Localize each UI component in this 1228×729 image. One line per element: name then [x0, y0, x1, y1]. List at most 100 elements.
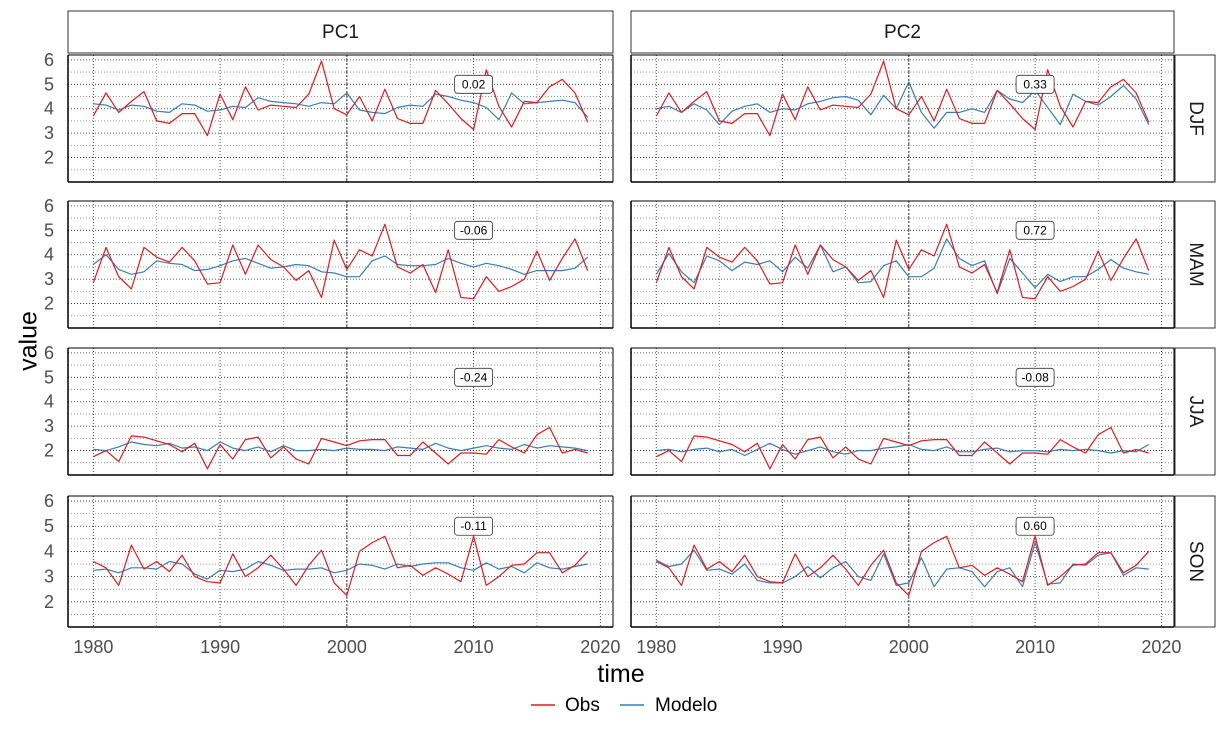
strip-pc1-bg — [67, 10, 614, 54]
y-tick-label: 5 — [44, 220, 54, 240]
y-tick-label: 6 — [44, 491, 54, 511]
strip-son-bg — [1174, 495, 1216, 628]
series-modelo-line — [92, 254, 589, 278]
panel-pc1-mam: -0.06 — [67, 200, 614, 329]
x-tick-label: 1990 — [200, 637, 240, 657]
strip-jja-bg — [1174, 347, 1216, 476]
y-tick-label: 6 — [44, 196, 54, 216]
panel-pc2-djf: 0.33 — [630, 54, 1175, 183]
correlation-label: 0.72 — [1023, 223, 1047, 237]
strip-pc1-label: PC1 — [322, 22, 359, 43]
strip-mam-label: MAM — [1185, 242, 1206, 286]
correlation-label: -0.24 — [460, 370, 488, 384]
y-axis-ticks: 2 3 4 5 6 2 3 4 5 6 2 3 4 5 6 2 3 4 5 6 — [44, 50, 54, 612]
panel-background — [68, 348, 613, 475]
correlation-label-box — [1015, 74, 1055, 94]
x-tick-label: 2020 — [1141, 637, 1181, 657]
series-obs-line — [93, 535, 589, 597]
x-tick-label: 2000 — [327, 637, 367, 657]
series-modelo-line — [93, 92, 589, 121]
x-tick-label: 2010 — [1015, 637, 1055, 657]
correlation-label: 0.33 — [1023, 77, 1047, 91]
y-tick-label: 3 — [44, 123, 54, 143]
y-tick-label: 2 — [44, 441, 54, 461]
y-tick-label: 3 — [44, 567, 54, 587]
y-tick-label: 4 — [44, 541, 54, 561]
strip-djf-label: DJF — [1185, 101, 1206, 136]
series-obs-line — [655, 223, 1150, 300]
correlation-label-box — [454, 220, 493, 240]
series-obs-line — [656, 426, 1149, 470]
x-tick-label: 2000 — [889, 637, 929, 657]
y-tick-label: 3 — [44, 416, 54, 436]
strip-son-label: SON — [1185, 541, 1206, 582]
panel-pc2-jja: -0.08 — [630, 347, 1175, 476]
correlation-label: 0.60 — [1023, 519, 1047, 533]
column-strips: PC1 PC2 — [67, 10, 1175, 54]
strip-pc2-label: PC2 — [884, 22, 921, 43]
y-tick-label: 2 — [44, 294, 54, 314]
series-modelo-line — [655, 238, 1149, 295]
strip-djf-bg — [1174, 54, 1216, 183]
y-tick-label: 4 — [44, 99, 54, 119]
strip-jja-label: JJA — [1185, 396, 1206, 428]
panel-background — [68, 55, 613, 182]
facet-panels: 0.02 0.33 -0.06 0.72 -0.24 -0.08 -0.11 0.60 — [67, 54, 1175, 628]
series-modelo-line — [656, 442, 1150, 457]
panel-pc2-son: 0.60 — [630, 495, 1175, 628]
series-obs-line — [92, 60, 589, 137]
correlation-label: 0.02 — [462, 77, 486, 91]
x-tick-label: 2020 — [580, 637, 620, 657]
x-axis-title: time — [597, 660, 644, 688]
correlation-label: -0.11 — [460, 519, 487, 533]
panel-pc2-mam: 0.72 — [630, 200, 1175, 329]
panel-pc1-son: -0.11 — [67, 495, 614, 628]
panel-background — [631, 496, 1174, 627]
y-tick-label: 4 — [44, 245, 54, 265]
y-tick-label: 6 — [44, 343, 54, 363]
legend-modelo-label: Modelo — [655, 695, 717, 716]
y-tick-label: 5 — [44, 516, 54, 536]
x-tick-label: 2010 — [454, 637, 494, 657]
y-tick-label: 4 — [44, 392, 54, 412]
x-tick-label: 1990 — [763, 637, 803, 657]
panel-pc1-jja: -0.24 — [67, 347, 614, 476]
series-obs-line — [655, 60, 1150, 137]
x-axis-ticks: 1980 1990 2000 2010 2020 1980 1990 2000 2010 2020 — [73, 637, 1181, 657]
correlation-label: -0.08 — [1021, 370, 1049, 384]
series-obs-line — [92, 223, 589, 300]
series-modelo-line — [656, 81, 1150, 129]
panel-pc1-djf: 0.02 — [67, 54, 614, 183]
panel-background — [68, 201, 613, 328]
legend: Obs Modelo — [531, 695, 717, 716]
row-strips: DJF MAM JJA SON — [1174, 54, 1216, 628]
y-tick-label: 5 — [44, 74, 54, 94]
correlation-label-box — [1015, 516, 1055, 536]
panel-background — [68, 496, 613, 627]
legend-obs-label: Obs — [565, 695, 600, 716]
x-tick-label: 1980 — [73, 637, 113, 657]
y-axis-title: value — [15, 311, 43, 371]
series-obs-line — [93, 426, 588, 470]
panel-background — [631, 348, 1174, 475]
correlation-label-box — [1015, 220, 1055, 240]
panel-background — [631, 55, 1174, 182]
x-tick-label: 1980 — [636, 637, 676, 657]
strip-mam-bg — [1174, 200, 1216, 329]
panel-background — [631, 201, 1174, 328]
series-modelo-line — [93, 441, 588, 453]
correlation-label: -0.06 — [460, 223, 488, 237]
series-obs-line — [656, 535, 1150, 597]
y-tick-label: 6 — [44, 50, 54, 70]
correlation-label-box — [1015, 367, 1055, 387]
series-modelo-line — [656, 541, 1149, 588]
correlation-label-box — [454, 367, 493, 387]
y-tick-label: 5 — [44, 367, 54, 387]
y-tick-label: 2 — [44, 592, 54, 612]
correlation-label-box — [454, 74, 493, 94]
correlation-label-box — [454, 516, 493, 536]
y-tick-label: 2 — [44, 148, 54, 168]
strip-pc2-bg — [630, 10, 1175, 54]
y-tick-label: 3 — [44, 269, 54, 289]
